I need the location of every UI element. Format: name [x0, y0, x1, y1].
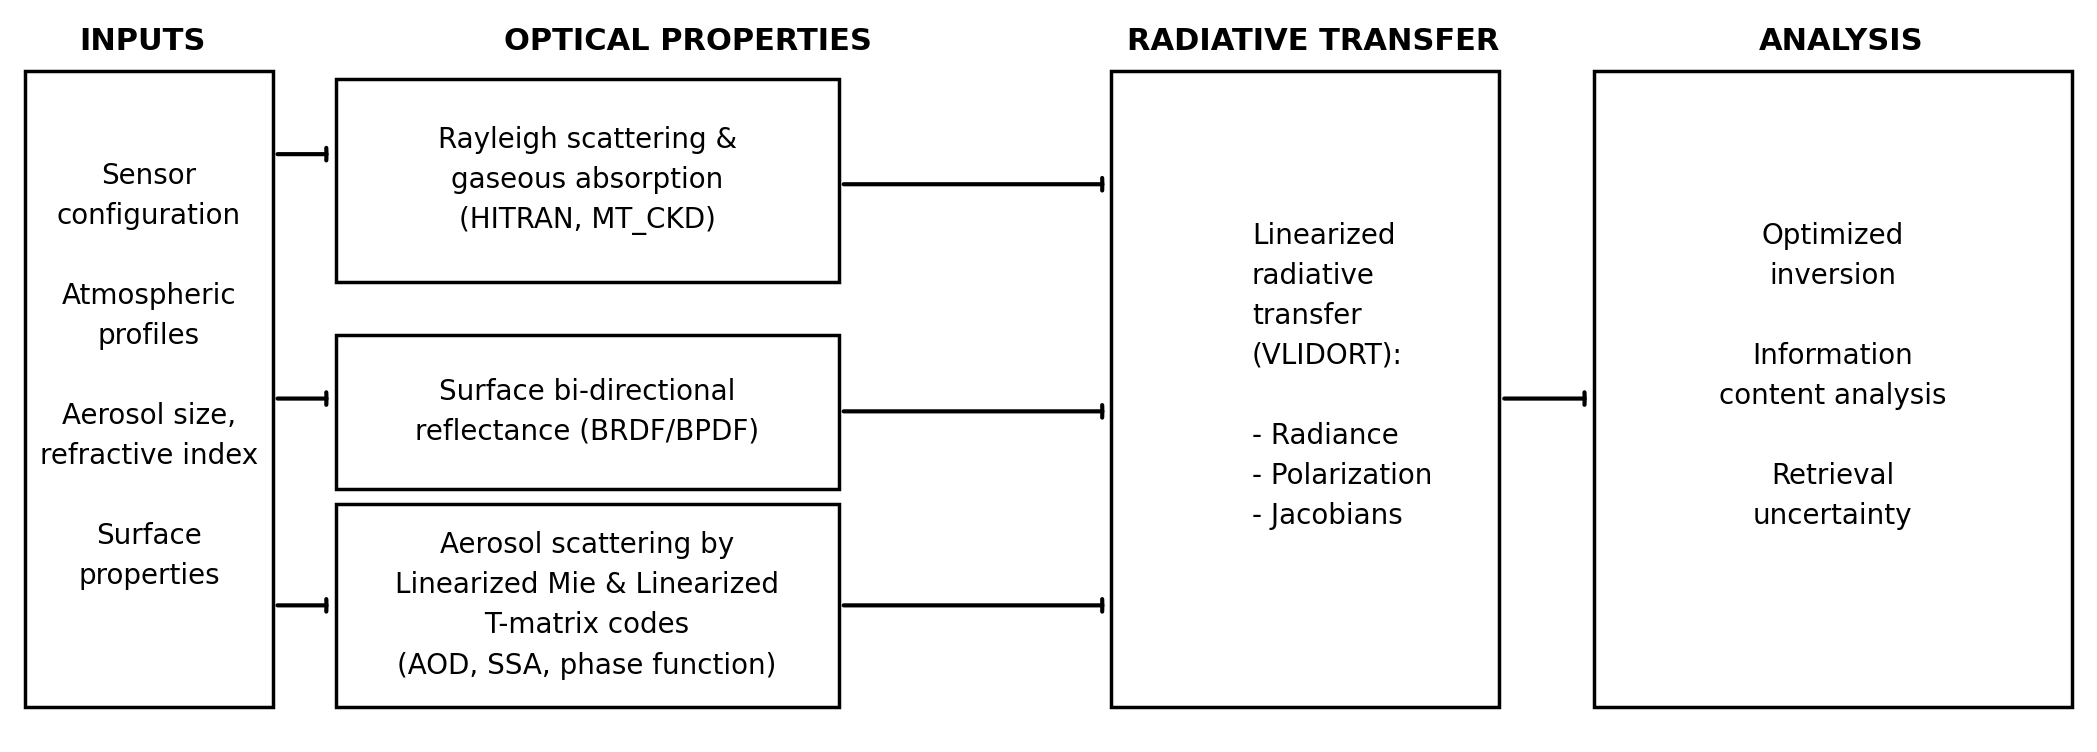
Text: Linearized
radiative
transfer
(VLIDORT):

- Radiance
- Polarization
- Jacobians: Linearized radiative transfer (VLIDORT):…: [1252, 222, 1432, 530]
FancyBboxPatch shape: [1111, 71, 1499, 707]
Text: Sensor
configuration

Atmospheric
profiles

Aerosol size,
refractive index

Surf: Sensor configuration Atmospheric profile…: [40, 162, 258, 590]
Text: INPUTS: INPUTS: [80, 27, 206, 56]
Text: Aerosol scattering by
Linearized Mie & Linearized
T-matrix codes
(AOD, SSA, phas: Aerosol scattering by Linearized Mie & L…: [394, 531, 780, 680]
FancyBboxPatch shape: [25, 71, 273, 707]
Text: Optimized
inversion

Information
content analysis

Retrieval
uncertainty: Optimized inversion Information content …: [1720, 222, 1946, 530]
Text: RADIATIVE TRANSFER: RADIATIVE TRANSFER: [1126, 27, 1499, 56]
FancyBboxPatch shape: [1594, 71, 2072, 707]
Text: Rayleigh scattering &
gaseous absorption
(HITRAN, MT_CKD): Rayleigh scattering & gaseous absorption…: [438, 126, 736, 235]
FancyBboxPatch shape: [336, 79, 839, 282]
FancyBboxPatch shape: [336, 335, 839, 489]
FancyBboxPatch shape: [336, 504, 839, 707]
Text: ANALYSIS: ANALYSIS: [1759, 27, 1923, 56]
Text: Surface bi-directional
reflectance (BRDF/BPDF): Surface bi-directional reflectance (BRDF…: [415, 378, 759, 446]
Text: OPTICAL PROPERTIES: OPTICAL PROPERTIES: [503, 27, 872, 56]
